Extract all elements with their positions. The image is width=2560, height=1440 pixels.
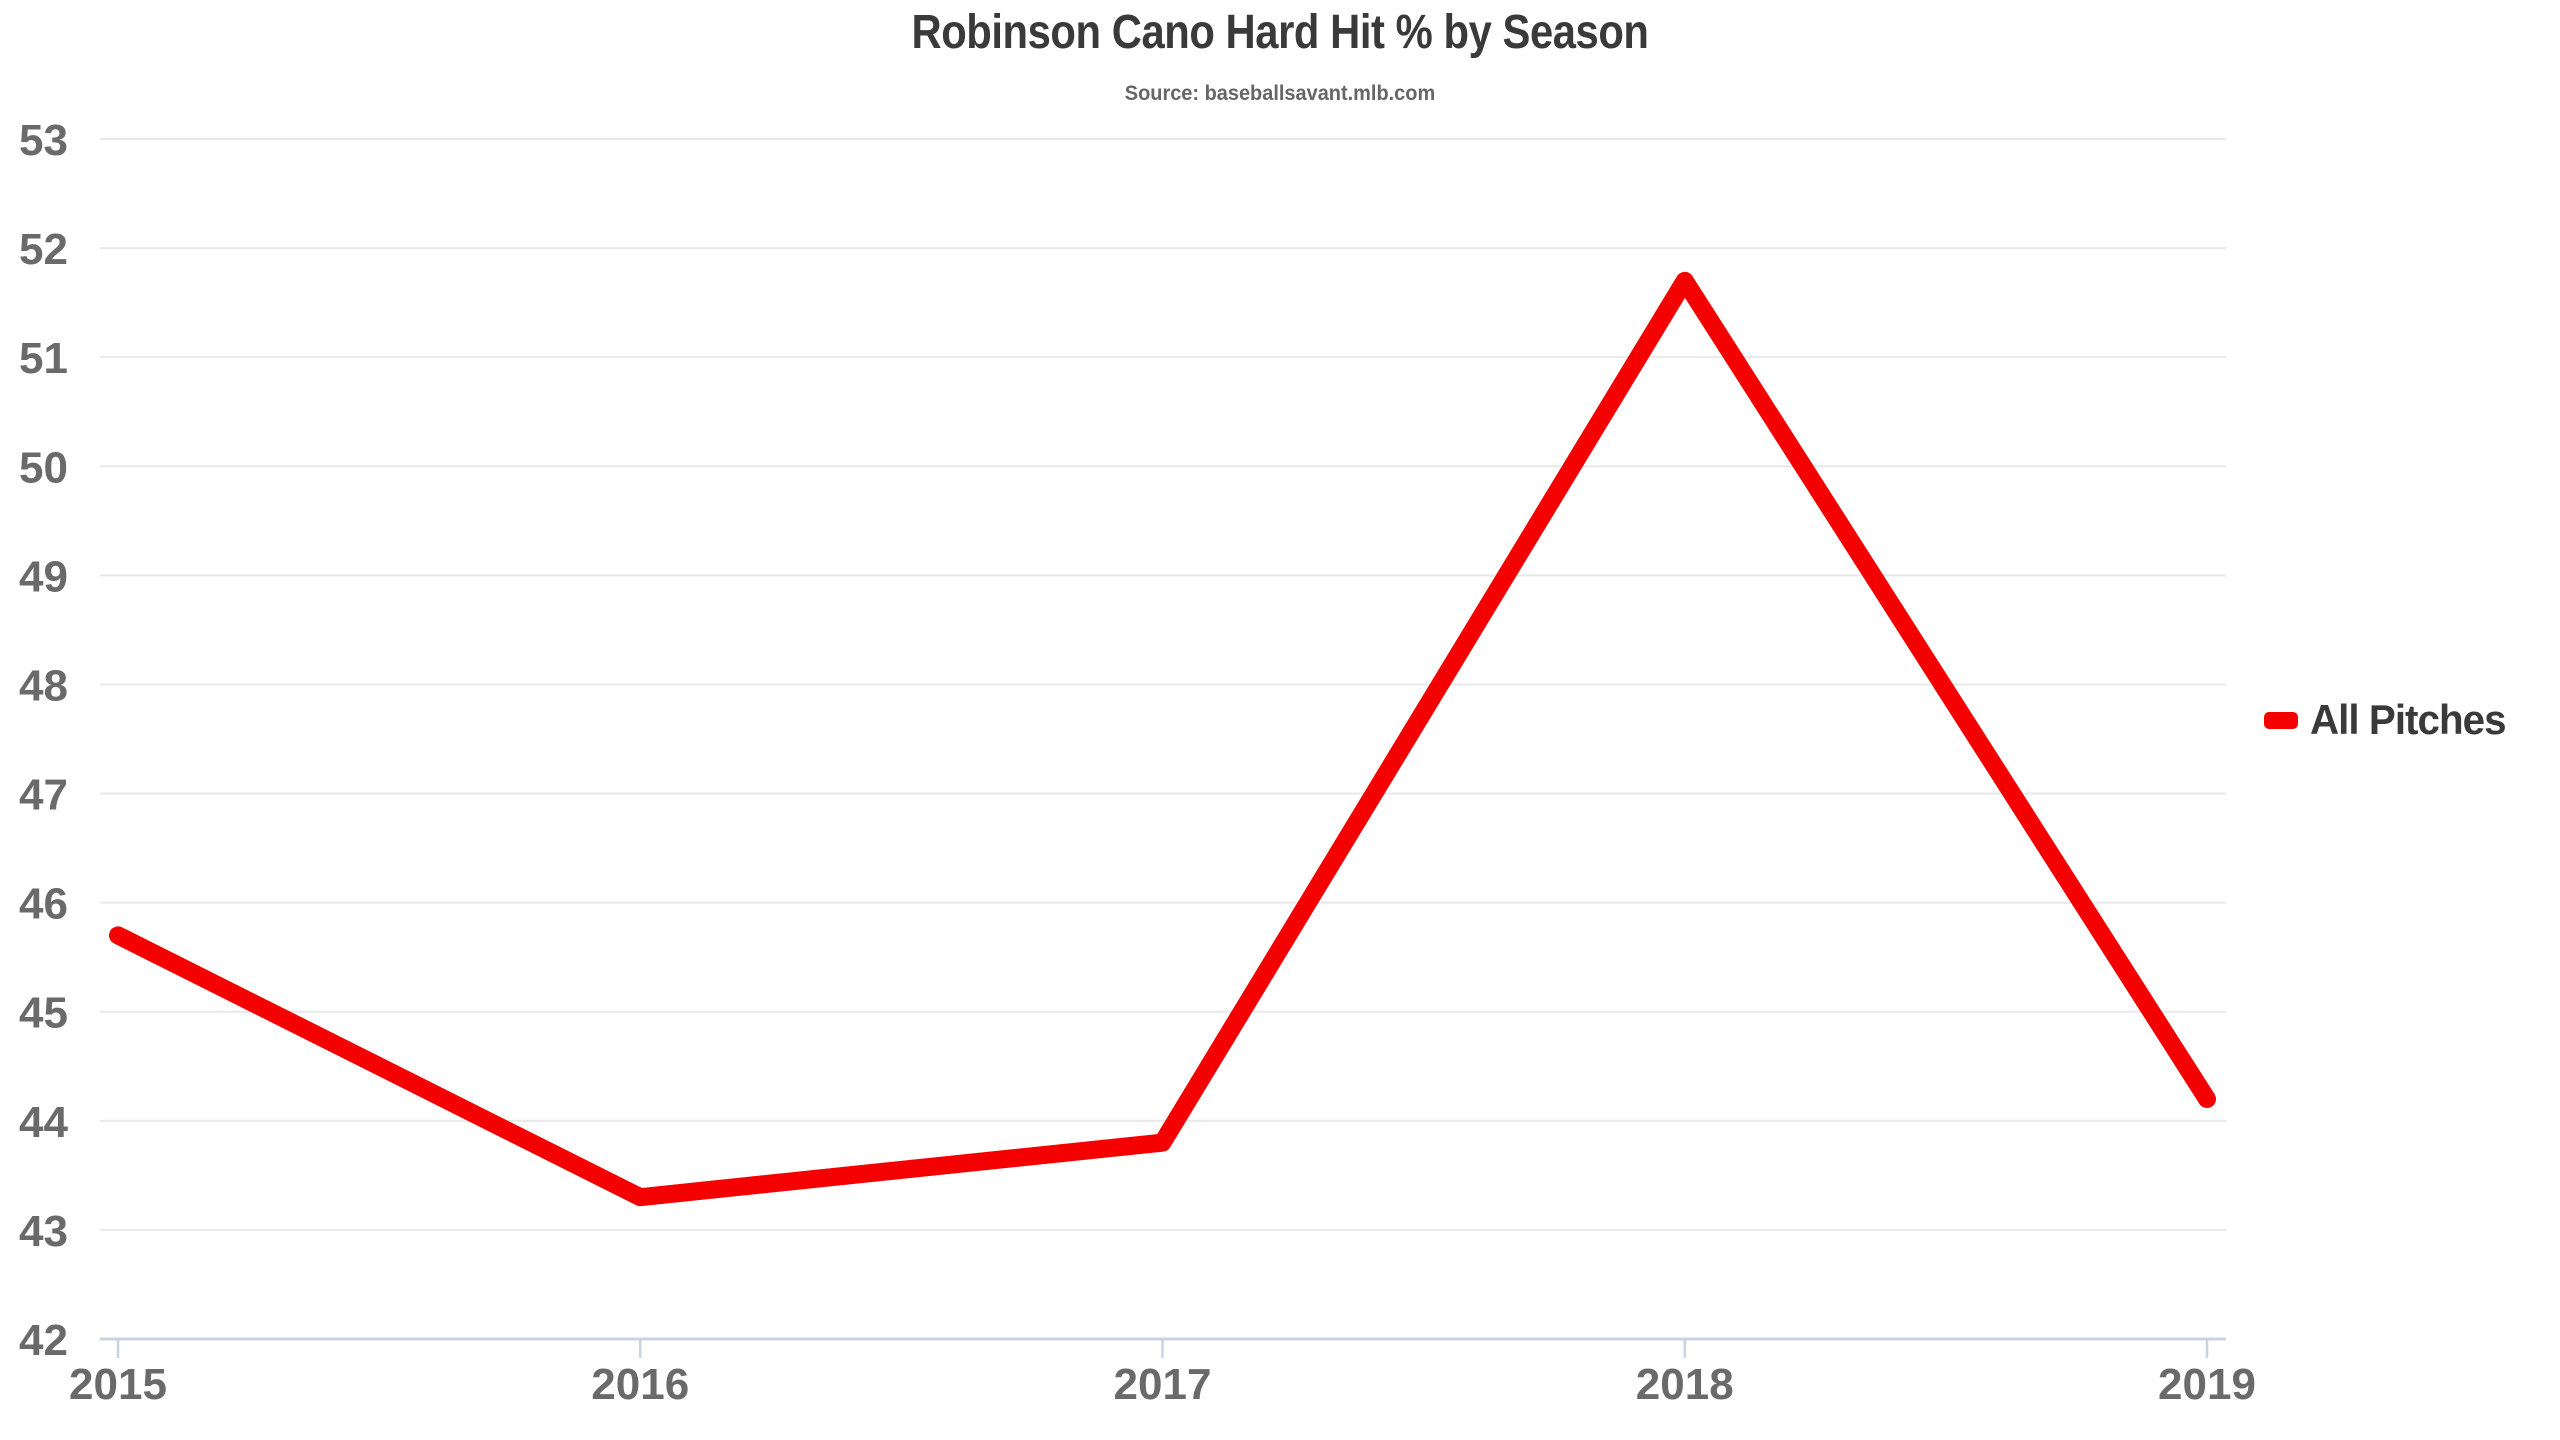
y-tick-label: 53	[19, 116, 68, 165]
y-tick-label: 42	[19, 1316, 68, 1365]
y-tick-label: 48	[19, 661, 68, 710]
x-tick-label: 2015	[69, 1360, 167, 1409]
y-tick-label: 50	[19, 443, 68, 492]
series-line-all-pitches	[109, 271, 2216, 1207]
y-tick-label: 44	[19, 1098, 68, 1147]
y-tick-label: 52	[19, 225, 68, 274]
y-tick-label: 43	[19, 1207, 68, 1256]
y-tick-label: 49	[19, 552, 68, 601]
x-tick-label: 2017	[1114, 1360, 1212, 1409]
legend-label: All Pitches	[2310, 696, 2507, 743]
x-tick-label: 2018	[1636, 1360, 1734, 1409]
y-tick-label: 46	[19, 880, 68, 929]
y-tick-label: 51	[19, 334, 68, 383]
legend-swatch	[2264, 711, 2298, 729]
chart-title: Robinson Cano Hard Hit % by Season	[911, 6, 1649, 59]
x-tick-label: 2019	[2158, 1360, 2256, 1409]
x-tick-label: 2016	[591, 1360, 689, 1409]
chart-subtitle: Source: baseballsavant.mlb.com	[1124, 82, 1436, 105]
y-tick-label: 47	[19, 771, 68, 820]
y-tick-label: 45	[19, 989, 68, 1038]
legend-item-all-pitches[interactable]: All Pitches	[2264, 694, 2514, 746]
